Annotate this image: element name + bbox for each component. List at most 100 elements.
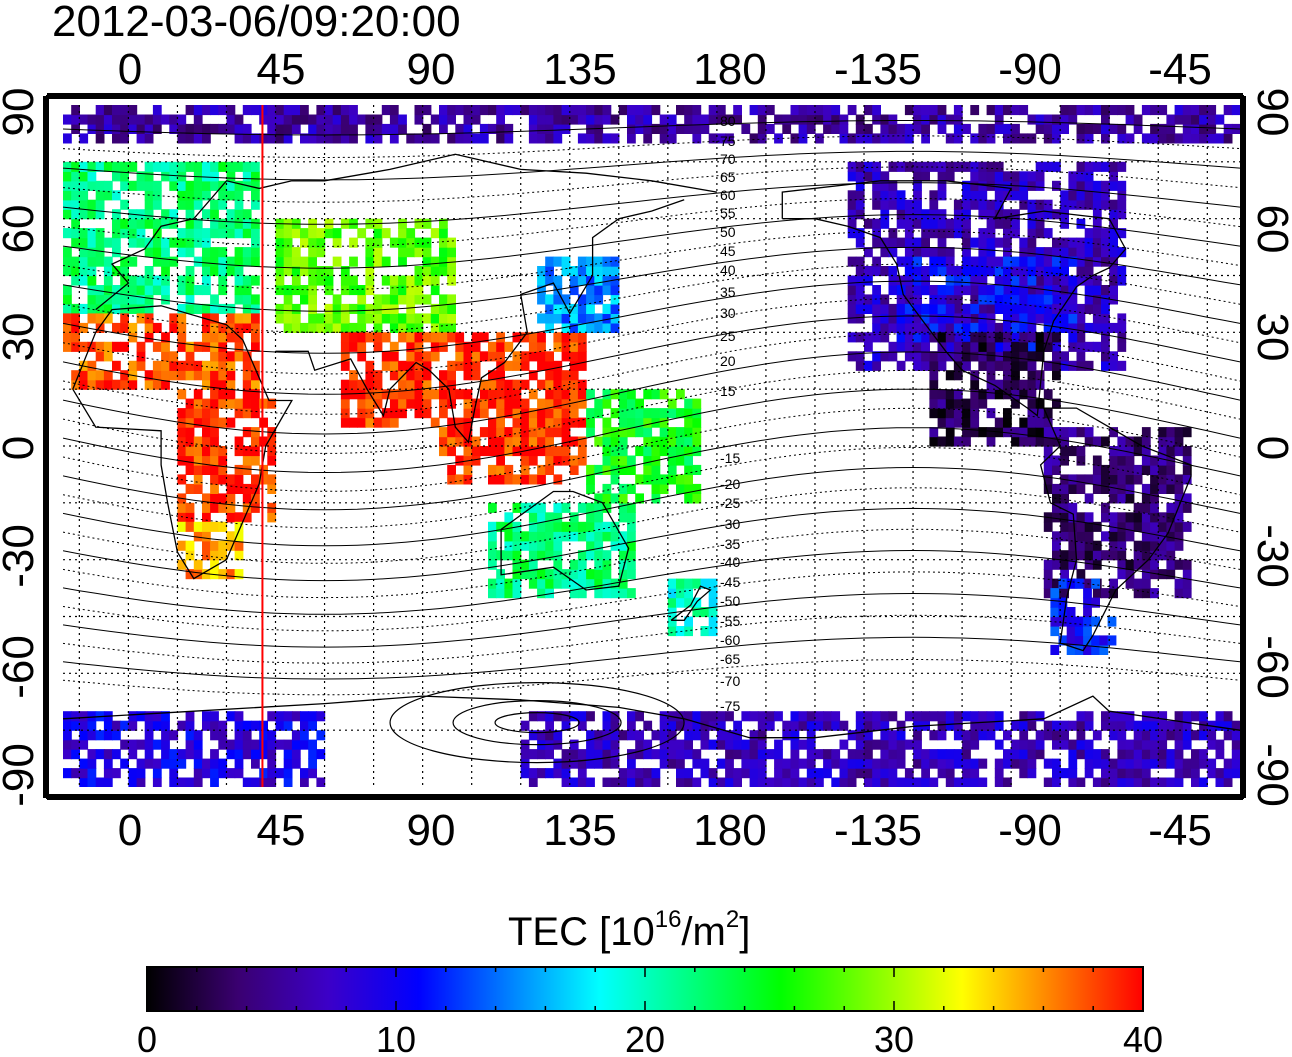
tec-cell (553, 256, 563, 267)
tec-cell (692, 711, 702, 722)
tec-cell (1092, 294, 1102, 305)
tec-cell (340, 123, 350, 134)
tec-cell (1084, 275, 1094, 286)
tec-cell (741, 758, 751, 769)
tec-cell (234, 446, 244, 457)
tec-cell (667, 758, 677, 769)
tec-cell (152, 341, 162, 352)
tec-cell (144, 749, 154, 760)
tec-cell (831, 777, 841, 787)
tec-cell (512, 332, 522, 343)
tec-cell (144, 730, 154, 741)
tec-cell (202, 332, 211, 343)
tec-cell (749, 749, 759, 760)
tec-cell (210, 502, 219, 513)
tec-cell (283, 758, 293, 769)
tec-cell (1027, 370, 1037, 381)
tec-cell (414, 237, 424, 248)
tec-cell (1150, 521, 1159, 532)
tec-cell (635, 730, 644, 741)
tec-cell (937, 417, 947, 428)
tec-cell (251, 322, 260, 333)
tec-cell (577, 446, 587, 457)
tec-cell (136, 294, 146, 305)
tec-cell (716, 739, 726, 750)
tec-cell (291, 711, 301, 722)
tec-cell (242, 749, 252, 760)
tec-cell (986, 379, 996, 390)
tec-cell (1084, 521, 1094, 532)
tec-cell (610, 133, 620, 144)
colorbar-tick-40: 40 (1123, 1019, 1163, 1057)
tec-cell (136, 711, 146, 722)
tec-cell (267, 105, 277, 116)
tec-cell (202, 408, 211, 419)
tec-cell (430, 313, 440, 324)
tec-cell (880, 199, 890, 210)
tec-cell (970, 294, 980, 305)
tec-cell (1109, 209, 1118, 220)
contour-label: -15 (720, 450, 740, 466)
tec-cell (1117, 123, 1127, 134)
pole-contour (494, 711, 580, 734)
tec-cell (349, 133, 358, 144)
tec-cell (880, 749, 890, 760)
tec-cell (880, 294, 890, 305)
contour-line (63, 549, 1240, 615)
tec-cell (577, 275, 587, 286)
tec-cell (602, 739, 612, 750)
tec-cell (275, 105, 285, 116)
tec-cell (627, 531, 636, 542)
tec-cell (210, 749, 219, 760)
tec-cell (112, 161, 121, 172)
tec-cell (1141, 521, 1151, 532)
tec-cell (986, 161, 996, 172)
tec-cell (1215, 749, 1225, 760)
tec-cell (324, 114, 334, 125)
tec-cell (267, 114, 277, 125)
tec-cell (161, 114, 170, 125)
tec-cell (700, 739, 710, 750)
tec-cell (1011, 389, 1020, 400)
tec-cell (389, 275, 399, 286)
tec-cell (577, 550, 587, 561)
tec-cell (1052, 502, 1061, 513)
tec-cell (929, 313, 939, 324)
tec-cell (643, 427, 653, 438)
tec-cell (422, 275, 432, 286)
tec-cell (1003, 285, 1012, 296)
tec-cell (667, 597, 677, 608)
tec-cell (1117, 209, 1127, 220)
tec-cell (684, 474, 693, 485)
tec-cell (1003, 749, 1012, 760)
tec-cell (79, 711, 89, 722)
tec-cell (635, 417, 644, 428)
tec-cell (422, 313, 432, 324)
tec-cell (226, 370, 236, 381)
tec-cell (1076, 446, 1086, 457)
tec-cell (414, 275, 424, 286)
contour-line (63, 333, 1240, 415)
tec-cell (103, 313, 113, 324)
tec-cell (202, 285, 211, 296)
tec-cell (528, 768, 538, 779)
tec-cell (1182, 521, 1192, 532)
tec-cell (112, 123, 121, 134)
tec-cell (242, 502, 252, 513)
tec-cell (913, 351, 922, 362)
tec-cell (1182, 427, 1192, 438)
tec-cell (1101, 588, 1110, 599)
tec-cell (945, 133, 955, 144)
tec-cell (627, 408, 636, 419)
tec-cell (528, 474, 538, 485)
tec-cell (1109, 351, 1118, 362)
tec-cell (627, 427, 636, 438)
tec-cell (659, 739, 669, 750)
tec-cell (962, 436, 971, 447)
tec-cell (577, 114, 587, 125)
tec-cell (504, 464, 514, 475)
tec-cell (970, 370, 980, 381)
tec-cell (177, 275, 187, 286)
tec-cell (1199, 730, 1208, 741)
tec-cell (553, 389, 563, 400)
